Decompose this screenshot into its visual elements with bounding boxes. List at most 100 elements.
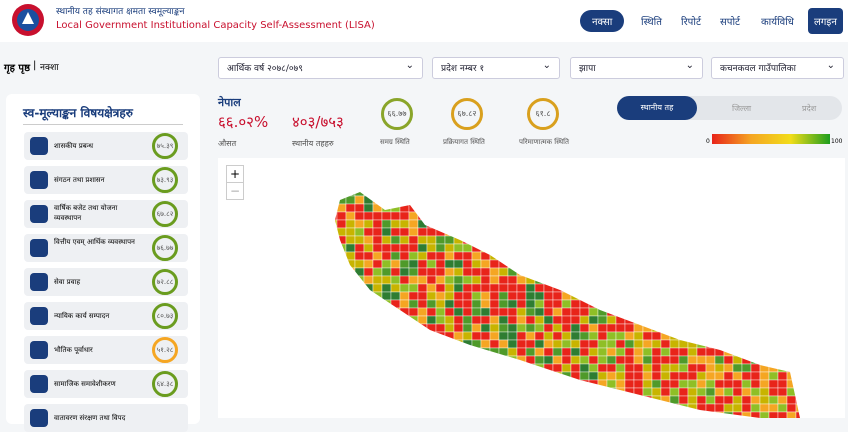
map-region[interactable] (750, 331, 761, 341)
map-region[interactable] (633, 267, 644, 277)
map-region[interactable] (480, 379, 491, 389)
map-region[interactable] (345, 387, 356, 397)
map-region[interactable] (805, 212, 814, 220)
map-region[interactable] (795, 323, 805, 333)
map-region[interactable] (363, 347, 374, 357)
map-region[interactable] (696, 323, 707, 333)
map-region[interactable] (462, 291, 473, 301)
breadcrumb-home[interactable]: गृह पृष्ठ (4, 63, 30, 74)
map-region[interactable] (489, 251, 500, 261)
map-region[interactable] (399, 331, 410, 341)
map-region[interactable] (552, 395, 563, 405)
map-region[interactable] (498, 315, 509, 325)
map-region[interactable] (435, 299, 446, 309)
map-region[interactable] (714, 371, 725, 381)
map-region[interactable] (732, 379, 743, 389)
map-region[interactable] (669, 379, 680, 389)
map-region[interactable] (570, 227, 581, 237)
map-region[interactable] (669, 323, 680, 333)
map-region[interactable] (768, 251, 779, 261)
map-region[interactable] (426, 355, 437, 365)
map-region[interactable] (687, 307, 698, 317)
map-region[interactable] (345, 203, 356, 213)
map-region[interactable] (399, 339, 410, 349)
map-region[interactable] (759, 411, 770, 418)
map-region[interactable] (570, 395, 581, 405)
map-region[interactable] (606, 339, 617, 349)
map-region[interactable] (561, 251, 572, 261)
map-region[interactable] (732, 371, 743, 381)
map-region[interactable] (777, 355, 788, 365)
map-region[interactable] (390, 188, 401, 197)
map-region[interactable] (489, 347, 500, 357)
map-region[interactable] (516, 203, 527, 213)
map-region[interactable] (390, 251, 401, 261)
map-region[interactable] (534, 403, 545, 413)
map-region[interactable] (705, 363, 716, 373)
map-region[interactable] (759, 188, 770, 197)
map-region[interactable] (399, 395, 410, 405)
map-region[interactable] (805, 380, 814, 388)
map-region[interactable] (606, 355, 617, 365)
map-region[interactable] (534, 331, 545, 341)
map-region[interactable] (777, 195, 788, 205)
map-region[interactable] (768, 203, 779, 213)
map-region[interactable] (489, 211, 500, 221)
map-region[interactable] (408, 243, 419, 253)
map-region[interactable] (723, 395, 734, 405)
map-region[interactable] (723, 188, 734, 197)
map-region[interactable] (687, 331, 698, 341)
map-region[interactable] (462, 307, 473, 317)
map-region[interactable] (435, 188, 446, 197)
map-region[interactable] (696, 331, 707, 341)
map-region[interactable] (507, 307, 518, 317)
map-region[interactable] (328, 291, 338, 301)
map-region[interactable] (597, 347, 608, 357)
map-region[interactable] (777, 251, 788, 261)
map-region[interactable] (714, 259, 725, 269)
map-region[interactable] (552, 291, 563, 301)
map-region[interactable] (588, 195, 599, 205)
map-region[interactable] (507, 331, 518, 341)
map-region[interactable] (795, 227, 805, 237)
map-region[interactable] (381, 379, 392, 389)
map-region[interactable] (507, 251, 518, 261)
map-region[interactable] (642, 299, 653, 309)
map-region[interactable] (750, 211, 761, 221)
map-region[interactable] (399, 403, 410, 413)
map-region[interactable] (570, 219, 581, 229)
map-region[interactable] (363, 251, 374, 261)
map-region[interactable] (696, 299, 707, 309)
map-region[interactable] (507, 259, 518, 269)
map-region[interactable] (669, 339, 680, 349)
map-region[interactable] (462, 195, 473, 205)
map-region[interactable] (786, 211, 797, 221)
map-region[interactable] (660, 275, 671, 285)
map-region[interactable] (579, 235, 590, 245)
map-region[interactable] (723, 291, 734, 301)
map-region[interactable] (633, 299, 644, 309)
map-region[interactable] (651, 379, 662, 389)
map-region[interactable] (624, 339, 635, 349)
map-region[interactable] (363, 203, 374, 213)
map-region[interactable] (660, 243, 671, 253)
map-region[interactable] (588, 251, 599, 261)
map-region[interactable] (399, 387, 410, 397)
map-region[interactable] (723, 203, 734, 213)
map-region[interactable] (777, 371, 788, 381)
map-region[interactable] (570, 379, 581, 389)
map-region[interactable] (561, 195, 572, 205)
map-region[interactable] (768, 355, 779, 365)
map-region[interactable] (417, 267, 428, 277)
map-region[interactable] (471, 251, 482, 261)
map-region[interactable] (588, 219, 599, 229)
map-region[interactable] (651, 363, 662, 373)
map-region[interactable] (561, 403, 572, 413)
map-region[interactable] (525, 211, 536, 221)
map-region[interactable] (408, 307, 419, 317)
map-region[interactable] (328, 283, 338, 293)
map-region[interactable] (714, 331, 725, 341)
map-region[interactable] (453, 227, 464, 237)
map-region[interactable] (336, 219, 347, 229)
map-region[interactable] (390, 323, 401, 333)
